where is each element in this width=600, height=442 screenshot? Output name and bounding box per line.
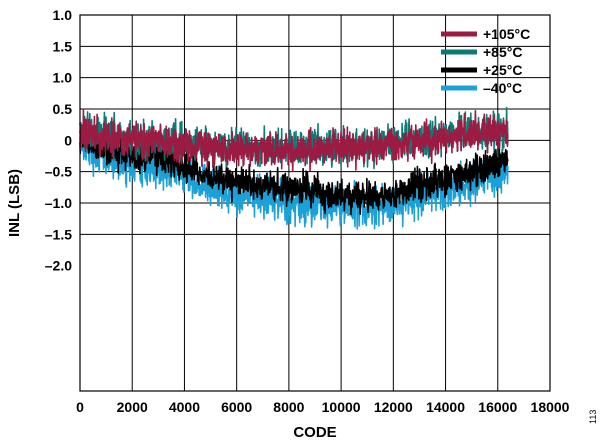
legend-label: +105°C xyxy=(483,26,530,42)
x-tick-label: 8000 xyxy=(273,399,304,415)
x-tick-label: 18000 xyxy=(531,399,570,415)
x-tick-label: 6000 xyxy=(221,399,252,415)
x-tick-label: 12000 xyxy=(374,399,413,415)
x-tick-label: 10000 xyxy=(322,399,361,415)
legend: +105°C +85°C +25°C –40°C xyxy=(441,26,530,96)
series-line xyxy=(79,122,509,216)
y-tick-label: 1.0 xyxy=(53,70,73,86)
y-tick-label: 0 xyxy=(64,132,72,148)
y-tick-label: –1.0 xyxy=(45,195,72,211)
y-tick-label: –1.5 xyxy=(45,226,72,242)
x-tick-label: 0 xyxy=(76,399,84,415)
y-tick-label: –2.0 xyxy=(45,258,72,274)
y-tick-label: 0.5 xyxy=(53,101,73,117)
y-axis-title: INL (LSB) xyxy=(6,169,23,237)
plot-area-border xyxy=(79,14,551,392)
series-line xyxy=(79,108,509,173)
x-tick-label: 2000 xyxy=(117,399,148,415)
x-tick-label: 16000 xyxy=(478,399,517,415)
y-tick-labels: 1.0 1.5 1.0 0.5 0 –0.5 –1.0 –1.5 –2.0 xyxy=(45,7,72,274)
x-tick-label: 14000 xyxy=(426,399,465,415)
legend-label: +85°C xyxy=(483,44,522,60)
x-tick-labels: 0 2000 4000 6000 8000 10000 12000 14000 16000 180… xyxy=(76,399,570,415)
figure-id: 113 xyxy=(588,410,598,424)
series-traces xyxy=(79,106,509,230)
y-tick-label: 1.0 xyxy=(53,7,73,23)
y-tick-label: 1.5 xyxy=(53,38,73,54)
legend-label: –40°C xyxy=(483,80,522,96)
x-axis-title: CODE xyxy=(293,424,336,441)
legend-label: +25°C xyxy=(483,62,522,78)
x-tick-label: 4000 xyxy=(169,399,200,415)
y-tick-label: –0.5 xyxy=(45,164,72,180)
